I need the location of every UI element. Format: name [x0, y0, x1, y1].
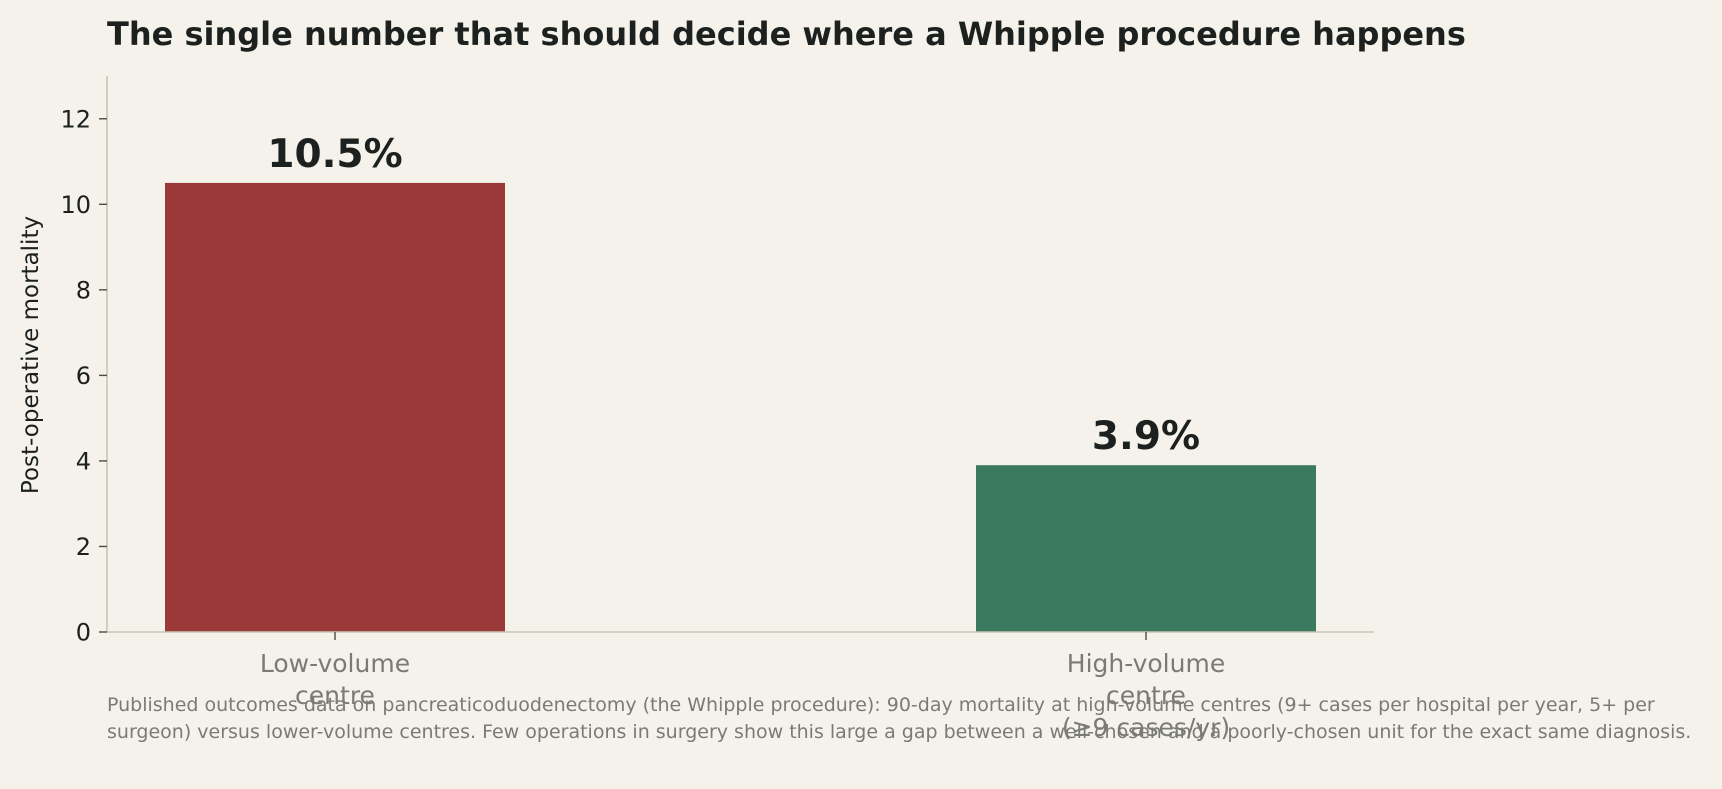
- bar-2: [976, 465, 1316, 632]
- y-tick-label: 6: [76, 362, 91, 390]
- chart-caption: Published outcomes data on pancreaticodu…: [107, 694, 1692, 743]
- y-tick-label: 10: [60, 191, 91, 219]
- x-tick-label: Low-volume: [260, 649, 410, 678]
- x-tick-label: High-volume: [1067, 649, 1225, 678]
- y-axis-label: Post-operative mortality: [18, 216, 44, 494]
- y-tick-label: 8: [76, 276, 91, 304]
- y-tick-label: 0: [76, 619, 91, 647]
- x-tick-label: centre: [1106, 681, 1186, 710]
- y-tick-label: 2: [76, 533, 91, 561]
- bar-1: [165, 182, 505, 632]
- chart-title: The single number that should decide whe…: [107, 15, 1466, 53]
- y-tick-label: 4: [76, 447, 91, 475]
- x-tick-label: (≥9 cases/yr): [1062, 713, 1230, 742]
- data-label: 3.9%: [1092, 414, 1200, 459]
- plot-area: 0 2 4 6 8 10 12 Low-volume centre High-volume cent…: [60, 76, 1374, 742]
- x-tick-label: centre: [295, 681, 375, 710]
- y-tick-label: 12: [60, 105, 91, 133]
- data-label: 10.5%: [267, 132, 402, 177]
